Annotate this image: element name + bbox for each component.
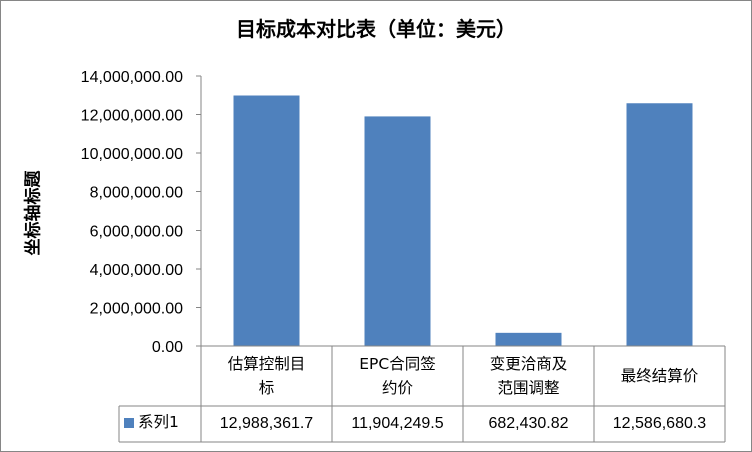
x-category-label: 估算控制目标 [227, 355, 306, 397]
bar [364, 116, 431, 346]
data-table-value: 11,904,249.5 [351, 415, 444, 432]
y-tick-label: 10,000,000.00 [81, 146, 183, 163]
bar [495, 332, 562, 346]
bar [233, 95, 300, 347]
data-table-value: 682,430.82 [488, 415, 569, 432]
y-tick-label: 4,000,000.00 [90, 262, 184, 279]
y-tick-label: 14,000,000.00 [81, 69, 183, 86]
legend-color-key [124, 418, 134, 428]
y-tick-label: 12,000,000.00 [81, 108, 183, 125]
y-tick-label: 2,000,000.00 [90, 300, 184, 317]
x-category-label: EPC合同签 约价 [359, 355, 436, 397]
y-tick-label: 6,000,000.00 [90, 223, 184, 240]
data-table-value: 12,586,680.3 [612, 415, 707, 432]
chart-title: 目标成本对比表（单位：美元） [236, 17, 516, 41]
y-tick-label: 0.00 [152, 339, 183, 356]
x-category-label: 变更洽商及 范围调整 [489, 355, 568, 397]
x-category-label: 最终结算价 [620, 367, 699, 385]
data-table-value: 12,988,361.7 [219, 415, 314, 432]
y-tick-label: 8,000,000.00 [90, 185, 184, 202]
legend-series-name: 系列1 [138, 413, 179, 431]
bar [626, 103, 693, 346]
